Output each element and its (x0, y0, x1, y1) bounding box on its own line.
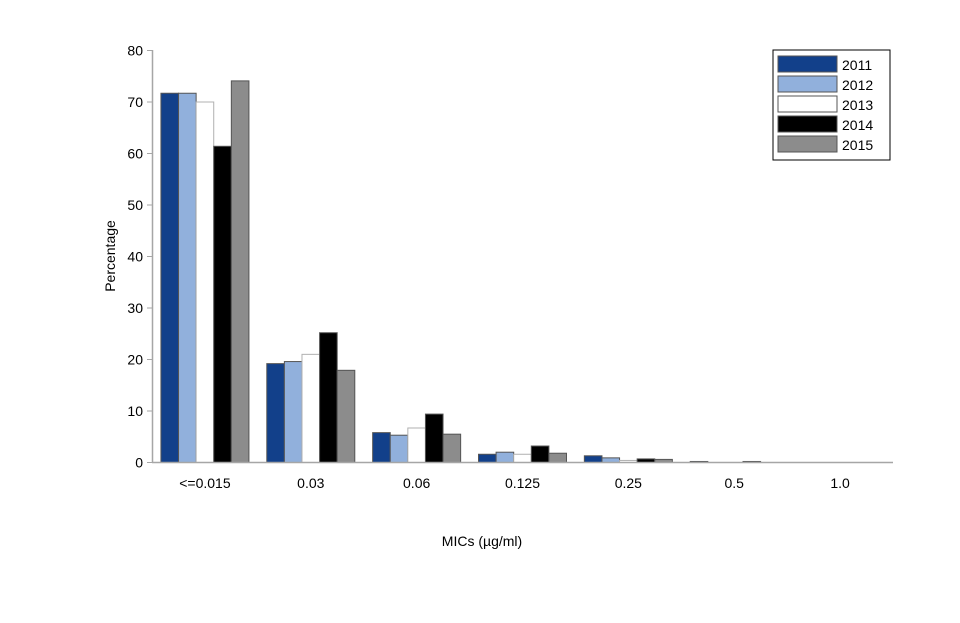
bar-2013-<=0.015 (195, 101, 215, 463)
legend-label: 2015 (842, 137, 873, 153)
x-tick-label: 0.06 (403, 475, 430, 491)
y-ticks: 0 10 20 30 40 50 60 70 80 (127, 43, 152, 471)
legend-label: 2012 (842, 77, 873, 93)
x-tick-label: 0.125 (505, 475, 540, 491)
bar-2014-0.06 (424, 413, 444, 463)
bar-2012-0.06 (389, 434, 409, 463)
bar-2015-0.06 (442, 433, 462, 463)
legend-label: 2014 (842, 117, 873, 133)
legend: 2011 2012 2013 2014 2015 (772, 49, 891, 161)
x-axis-label: MICs (µg/ml) (442, 533, 522, 549)
y-tick-label: 20 (127, 352, 143, 368)
bar-2011-0.06 (372, 432, 391, 464)
bar-2011-<=0.015 (160, 92, 180, 464)
bar-2013-0.125 (513, 453, 532, 464)
bar-2012-0.03 (283, 361, 303, 463)
x-ticks: <=0.015 0.03 0.06 0.125 0.25 0.5 1.0 (179, 475, 850, 491)
legend-swatch-2011 (777, 55, 838, 73)
legend-swatch-2015 (777, 135, 838, 153)
y-tick-label: 80 (127, 43, 143, 59)
x-tick-label: 0.5 (724, 475, 744, 491)
bar-2012-0.125 (495, 451, 515, 464)
bar-2015-0.03 (336, 369, 356, 463)
y-tick-label: 0 (135, 455, 143, 471)
bar-2011-0.125 (478, 453, 497, 464)
y-tick-label: 40 (127, 249, 143, 265)
legend-swatch-2012 (777, 75, 838, 93)
bar-2014-0.03 (319, 332, 338, 463)
legend-label: 2013 (842, 97, 873, 113)
x-tick-label: <=0.015 (179, 475, 231, 491)
bar-2014-0.125 (530, 445, 550, 463)
bar-2013-0.06 (407, 427, 426, 463)
bar-2013-0.03 (301, 353, 321, 464)
bar-2011-0.25 (583, 455, 603, 463)
y-tick-label: 30 (127, 300, 143, 316)
legend-swatch-2014 (777, 115, 838, 133)
x-tick-label: 0.25 (615, 475, 642, 491)
y-tick-label: 60 (127, 146, 143, 162)
bar-2015-0.125 (548, 452, 568, 464)
x-tick-label: 0.03 (297, 475, 324, 491)
y-tick-label: 10 (127, 403, 143, 419)
bar-2015-<=0.015 (230, 80, 250, 463)
y-tick-label: 70 (127, 94, 143, 110)
bar-2011-0.03 (266, 363, 285, 463)
bar-2014-<=0.015 (213, 145, 232, 463)
legend-swatch-2013 (777, 95, 838, 113)
y-axis-label: Percentage (102, 220, 118, 292)
bars (160, 80, 762, 464)
bar-2012-<=0.015 (178, 92, 197, 464)
y-tick-label: 50 (127, 197, 143, 213)
legend-label: 2011 (842, 57, 872, 73)
x-tick-label: 1.0 (830, 475, 850, 491)
